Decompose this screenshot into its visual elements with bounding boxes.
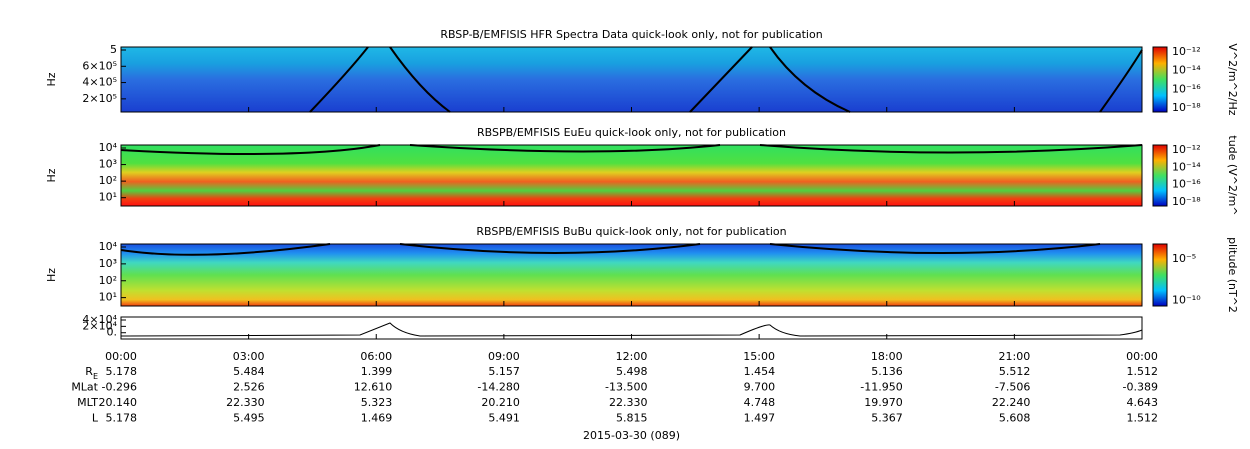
- ephemeris-value: 5.484: [233, 365, 265, 378]
- x-tick-label: 03:00: [233, 350, 265, 363]
- colorbar-tick-label: 10⁻¹⁸: [1172, 195, 1201, 208]
- panel-title: RBSPB/EMFISIS EuEu quick-look only, not …: [477, 126, 786, 139]
- ephemeris-value: 5.608: [999, 412, 1031, 425]
- ephemeris-value: 5.323: [361, 396, 393, 409]
- y-label: Hz: [45, 168, 58, 182]
- colorbar-tick-label: 10⁻¹⁶: [1172, 82, 1201, 95]
- x-tick-label: 21:00: [999, 350, 1031, 363]
- x-tick-label: 00:00: [1126, 350, 1158, 363]
- ephemeris-value: 5.498: [616, 365, 648, 378]
- x-tick-label: 09:00: [488, 350, 520, 363]
- colorbar: [1152, 243, 1168, 307]
- colorbar-tick-label: 10⁻¹⁶: [1172, 178, 1201, 191]
- ephemeris-value: -11.950: [860, 381, 902, 394]
- ephemeris-value: 9.700: [744, 381, 776, 394]
- y-label: Hz: [45, 72, 58, 86]
- ephemeris-value: -13.500: [605, 381, 647, 394]
- ephemeris-value: -14.280: [477, 381, 519, 394]
- spectrogram: [121, 47, 1142, 112]
- date-label: 2015-03-30 (089): [583, 429, 680, 442]
- colorbar-label: plitude (nT^2: [1226, 237, 1239, 313]
- ephemeris-label-text: R: [85, 365, 93, 378]
- colorbar-tick-label: 10⁻¹⁸: [1172, 101, 1201, 114]
- ephemeris-value: 5.367: [871, 412, 903, 425]
- ephemeris-value: 1.454: [744, 365, 776, 378]
- ephemeris-label-text: L: [92, 412, 99, 425]
- ephemeris-value: 1.399: [361, 365, 393, 378]
- ephemeris-value: 19.970: [864, 396, 903, 409]
- colorbar: [1152, 46, 1168, 113]
- ephemeris-label-sub: E: [93, 372, 98, 381]
- ephemeris-label: MLT: [77, 396, 98, 409]
- y-tick-label: 10³: [99, 158, 117, 171]
- ephemeris-value: 1.497: [744, 412, 776, 425]
- ephemeris-value: 20.140: [99, 396, 138, 409]
- panel-title: RBSP-B/EMFISIS HFR Spectra Data quick-lo…: [440, 28, 822, 41]
- ephemeris-value: 5.491: [488, 412, 520, 425]
- ephemeris-value: 22.240: [992, 396, 1031, 409]
- ephemeris-label: MLat: [71, 381, 98, 394]
- ephemeris-value: 4.643: [1127, 396, 1159, 409]
- ephemeris-value: 1.469: [361, 412, 393, 425]
- ephemeris-value: 22.330: [226, 396, 265, 409]
- ephemeris-value: 5.178: [106, 412, 138, 425]
- ephemeris-value: -0.389: [1123, 381, 1158, 394]
- ephemeris-value: 20.210: [481, 396, 520, 409]
- ephemeris-value: 1.512: [1127, 412, 1159, 425]
- x-tick-label: 18:00: [871, 350, 903, 363]
- colorbar-tick-label: 10⁻⁵: [1172, 252, 1196, 265]
- colorbar-label: tude (V^2/m^: [1226, 135, 1239, 215]
- y-tick-label: 6×10⁵: [82, 59, 117, 72]
- x-tick-label: 06:00: [360, 350, 392, 363]
- y-tick-label: 10¹: [99, 291, 117, 304]
- ephemeris-label-text: MLT: [77, 396, 98, 409]
- ephemeris-value: 5.178: [106, 365, 138, 378]
- colorbar-label: V^2/m^2/Hz: [1226, 43, 1239, 115]
- ephemeris-value: 2.526: [233, 381, 265, 394]
- ephemeris-value: 5.815: [616, 412, 648, 425]
- y-label: Hz: [45, 268, 58, 282]
- ephemeris-value: -7.506: [995, 381, 1030, 394]
- y-tick-label: 4×10⁵: [82, 76, 117, 89]
- y-tick-label: 0.: [107, 326, 118, 339]
- ephemeris-value: 5.157: [488, 365, 520, 378]
- colorbar-tick-label: 10⁻¹⁴: [1172, 64, 1201, 77]
- panel-title: RBSPB/EMFISIS BuBu quick-look only, not …: [476, 225, 786, 238]
- ephemeris-value: -0.296: [102, 381, 137, 394]
- y-tick-label: 5: [110, 43, 117, 56]
- x-tick-label: 00:00: [105, 350, 137, 363]
- ephemeris-value: 1.512: [1127, 365, 1159, 378]
- spectrogram: [121, 244, 1142, 306]
- y-tick-label: 2×10⁵: [82, 92, 117, 105]
- y-tick-label: 2×10⁴: [82, 319, 117, 332]
- y-tick-label: 10²: [99, 274, 117, 287]
- y-tick-label: 10³: [99, 257, 117, 270]
- spectrogram: [121, 145, 1142, 206]
- ephemeris-value: 5.512: [999, 365, 1031, 378]
- colorbar-tick-label: 10⁻¹²: [1172, 45, 1201, 58]
- ephemeris-value: 4.748: [744, 396, 776, 409]
- x-tick-label: 12:00: [616, 350, 648, 363]
- ephemeris-label-text: MLat: [71, 381, 98, 394]
- y-tick-label: 10²: [99, 174, 117, 187]
- ephemeris-value: 5.495: [233, 412, 265, 425]
- cyclotron-curves: [120, 46, 1143, 256]
- colorbar: [1152, 144, 1168, 207]
- ephemeris-value: 5.136: [871, 365, 903, 378]
- x-tick-label: 15:00: [743, 350, 775, 363]
- colorbar-tick-label: 10⁻¹²: [1172, 143, 1201, 156]
- ephemeris-value: 22.330: [609, 396, 648, 409]
- line: [120, 322, 1143, 337]
- colorbar-tick-label: 10⁻¹⁰: [1172, 293, 1201, 306]
- y-tick-label: 10⁴: [99, 141, 118, 154]
- colorbar-tick-label: 10⁻¹⁴: [1172, 160, 1201, 173]
- y-tick-label: 10¹: [99, 191, 117, 204]
- y-tick-label: 10⁴: [99, 240, 118, 253]
- ephemeris-label: RE: [85, 365, 98, 381]
- ephemeris-label: L: [92, 412, 99, 425]
- y-tick-label: 4×10⁴: [82, 313, 117, 326]
- ephemeris-value: 12.610: [354, 381, 393, 394]
